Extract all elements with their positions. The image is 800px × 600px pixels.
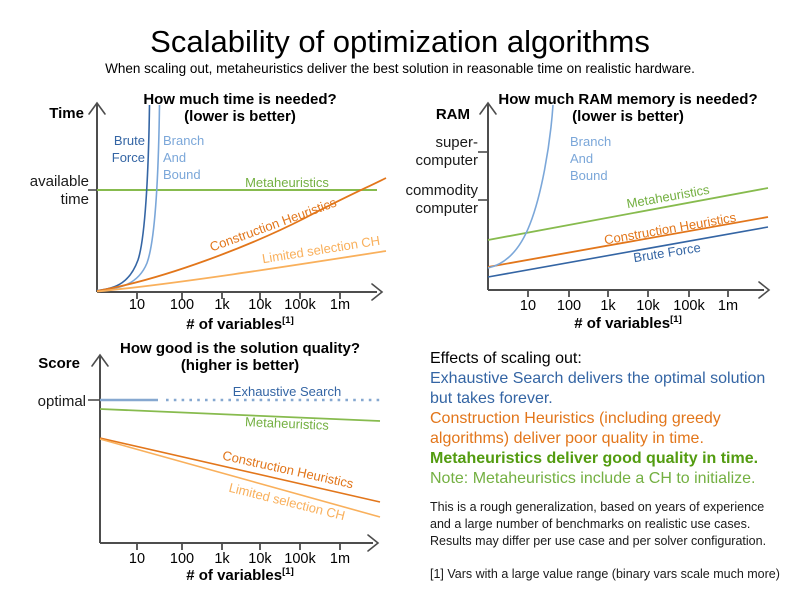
x-tick-label: 100 — [169, 297, 195, 313]
score-y-axis-arrow-icon — [91, 353, 109, 367]
score-x-ticks — [136, 543, 341, 550]
construction-heuristics-curve — [99, 437, 381, 503]
time-chart-title: How much time is needed? — [143, 91, 337, 108]
time-y-axis-label: Time — [49, 105, 84, 122]
x-tick-label: 1m — [329, 551, 351, 567]
score-chart-subtitle: (higher is better) — [180, 357, 300, 374]
x-tick-label: 10k — [248, 551, 272, 567]
footnote-marker: [1] — [282, 315, 294, 326]
ram-y-axis-arrow-icon — [479, 101, 497, 115]
x-tick-label: 1k — [214, 297, 230, 313]
x-tick-label: 1m — [717, 298, 739, 314]
time-y-axis-arrow-icon — [88, 101, 106, 115]
x-tick-label: 100 — [169, 551, 195, 567]
ram-chart-title: How much RAM memory is needed? — [498, 91, 758, 108]
construction-heuristics-curve — [96, 177, 387, 292]
x-tick-label: 1k — [600, 298, 616, 314]
x-tick-label: 10 — [128, 297, 146, 313]
ram-x-ticks — [527, 290, 729, 297]
exhaustive-search-label: Exhaustive Search — [232, 384, 342, 399]
score-x-axis-arrow-icon — [367, 534, 380, 552]
brute-force-curve — [96, 104, 151, 292]
construction-heuristics-curve — [487, 216, 769, 268]
x-tick-label: 10 — [128, 551, 146, 567]
score-chart-canvas — [88, 353, 381, 552]
figure-title: Scalability of optimization algorithms — [150, 24, 650, 59]
x-tick-label: 100 — [556, 298, 582, 314]
time-x-ticks — [136, 292, 341, 299]
x-tick-label: 100k — [284, 297, 316, 313]
figure-subtitle: When scaling out, metaheuristics deliver… — [105, 61, 695, 76]
x-tick-label: 1k — [214, 551, 230, 567]
panel-exhaustive-line-1: Exhaustive Search delivers the optimal s… — [430, 370, 766, 387]
branch-and-bound-label: Branch And Bound — [163, 133, 205, 182]
panel-exhaustive-line-2: but takes forever. — [430, 390, 553, 407]
brute-force-label: Brute Force — [111, 133, 145, 165]
x-tick-label: 10 — [519, 298, 537, 314]
x-tick-label: 100k — [284, 551, 316, 567]
ram-chart-canvas — [478, 101, 771, 299]
panel-footnote: [1] Vars with a large value range (binar… — [430, 567, 780, 581]
time-chart-subtitle: (lower is better) — [184, 108, 296, 125]
metaheuristics-curve — [487, 187, 769, 241]
optimal-label: optimal — [37, 393, 86, 410]
panel-note-line: Note: Metaheuristics include a CH to ini… — [430, 470, 756, 487]
time-x-axis-arrow-icon — [371, 283, 384, 301]
limited-selection-ch-curve — [96, 250, 387, 293]
time-x-axis-label: # of variables[1] — [186, 315, 294, 333]
score-chart-title: How good is the solution quality? — [120, 340, 360, 357]
available-time-label: available time — [29, 173, 89, 208]
panel-construction-line-1: Construction Heuristics (including greed… — [430, 410, 721, 427]
time-chart-canvas — [88, 101, 387, 301]
branch-and-bound-label: Branch And Bound — [570, 134, 612, 183]
footnote-marker: [1] — [282, 566, 294, 577]
panel-disclaimer: This is a rough generalization, based on… — [430, 500, 767, 548]
score-x-axis-label: # of variables[1] — [186, 566, 294, 584]
panel-metaheuristics-line: Metaheuristics deliver good quality in t… — [430, 450, 759, 467]
footnote-marker: [1] — [670, 314, 682, 325]
branch-and-bound-curve — [487, 104, 554, 269]
metaheuristics-label: Metaheuristics — [245, 175, 329, 190]
x-tick-label: 100k — [673, 298, 705, 314]
brute-force-curve — [487, 226, 769, 278]
metaheuristics-curve — [99, 408, 381, 422]
ram-x-axis-label: # of variables[1] — [574, 314, 682, 332]
super-computer-label: super- computer — [415, 134, 478, 169]
panel-heading: Effects of scaling out: — [430, 350, 582, 367]
x-tick-label: 1m — [329, 297, 351, 313]
ram-chart-subtitle: (lower is better) — [572, 108, 684, 125]
x-tick-label: 10k — [248, 297, 272, 313]
ram-y-axis-label: RAM — [435, 106, 470, 123]
commodity-computer-label: commodity computer — [405, 182, 478, 217]
score-y-axis-label: Score — [38, 355, 80, 372]
x-tick-label: 10k — [636, 298, 660, 314]
panel-construction-line-2: algorithms) deliver poor quality in time… — [430, 430, 704, 447]
ram-x-axis-arrow-icon — [758, 281, 771, 299]
limited-selection-ch-curve — [99, 438, 381, 518]
